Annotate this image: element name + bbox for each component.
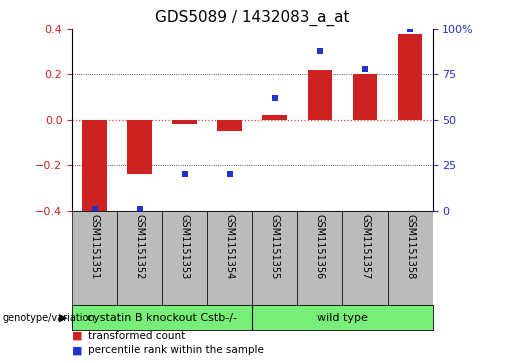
Bar bbox=[173, 120, 197, 124]
Text: genotype/variation: genotype/variation bbox=[3, 313, 95, 323]
Text: GSM1151353: GSM1151353 bbox=[180, 214, 190, 280]
Bar bbox=[263, 115, 287, 120]
Bar bbox=[387, 211, 433, 305]
Text: cystatin B knockout Cstb-/-: cystatin B knockout Cstb-/- bbox=[87, 313, 237, 323]
Bar bbox=[207, 211, 252, 305]
Text: GSM1151357: GSM1151357 bbox=[360, 214, 370, 280]
Text: wild type: wild type bbox=[317, 313, 368, 323]
Bar bbox=[72, 211, 117, 305]
Bar bbox=[117, 211, 162, 305]
Bar bbox=[127, 120, 152, 174]
Bar bbox=[398, 34, 422, 120]
Text: percentile rank within the sample: percentile rank within the sample bbox=[88, 345, 264, 355]
Bar bbox=[162, 211, 207, 305]
Bar bbox=[82, 120, 107, 211]
Bar bbox=[297, 211, 342, 305]
Text: transformed count: transformed count bbox=[88, 331, 185, 341]
Text: GSM1151356: GSM1151356 bbox=[315, 214, 325, 280]
Bar bbox=[307, 70, 332, 120]
Bar bbox=[353, 74, 377, 120]
Text: GSM1151355: GSM1151355 bbox=[270, 214, 280, 280]
Text: GSM1151352: GSM1151352 bbox=[135, 214, 145, 280]
Bar bbox=[252, 211, 297, 305]
Text: ■: ■ bbox=[72, 331, 82, 341]
Text: GSM1151354: GSM1151354 bbox=[225, 214, 235, 280]
Text: ■: ■ bbox=[72, 345, 82, 355]
Title: GDS5089 / 1432083_a_at: GDS5089 / 1432083_a_at bbox=[155, 10, 350, 26]
Bar bbox=[217, 120, 242, 131]
Bar bbox=[342, 211, 387, 305]
Text: GSM1151358: GSM1151358 bbox=[405, 214, 415, 280]
Text: ▶: ▶ bbox=[59, 313, 68, 323]
Text: GSM1151351: GSM1151351 bbox=[90, 214, 99, 280]
